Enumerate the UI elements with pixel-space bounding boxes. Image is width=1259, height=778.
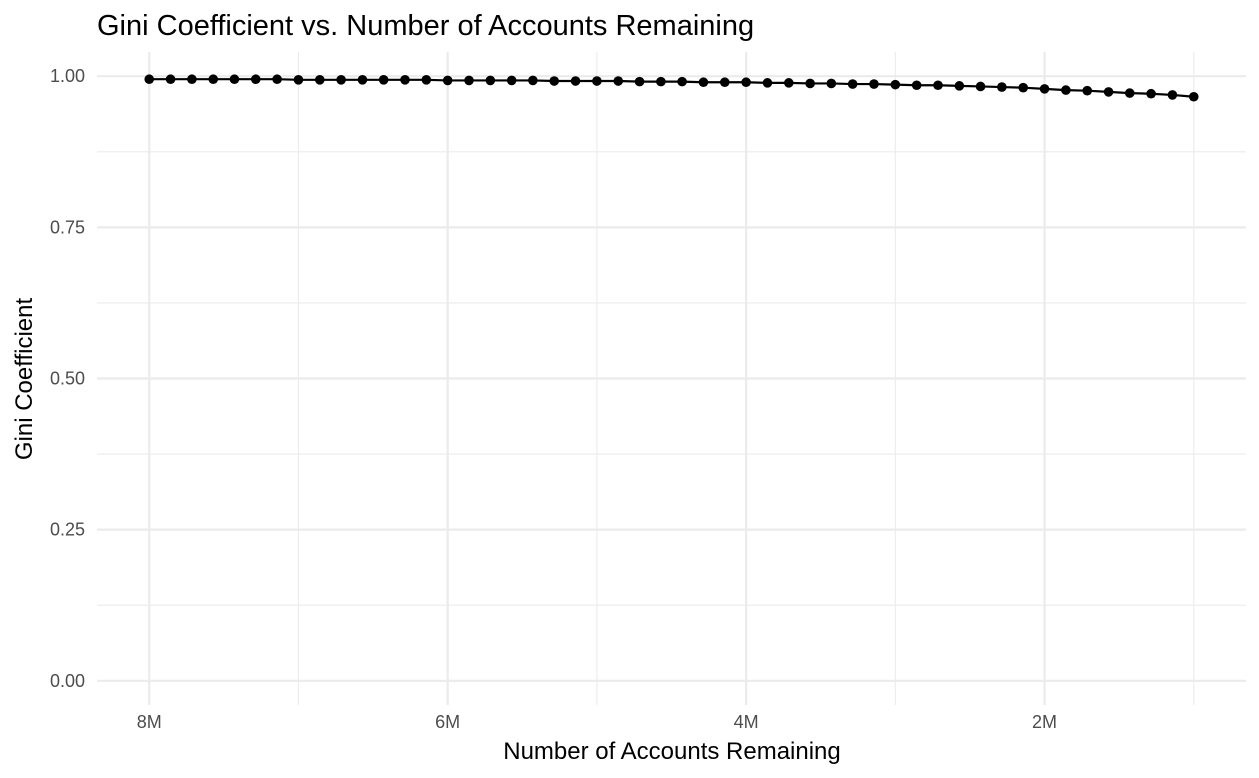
data-point [741,77,751,88]
data-point [954,81,965,91]
data-point [208,74,219,85]
y-tick-label: 0.25 [50,520,85,540]
data-point [1039,84,1050,94]
y-tick-label: 0.00 [50,671,85,691]
data-point [1018,82,1029,93]
x-tick-label: 4M [734,712,759,732]
data-point [357,75,368,85]
data-point [442,75,453,86]
data-point [613,76,624,86]
x-axis-title: Number of Accounts Remaining [503,738,841,765]
data-point [187,74,197,85]
data-point [165,74,176,85]
data-point [1103,87,1114,97]
y-tick-label: 1.00 [50,66,85,86]
data-point [890,79,901,90]
x-tick-label: 8M [137,712,162,732]
data-point [847,79,858,89]
y-axis-tick-labels: 0.00 0.25 0.50 0.75 1.00 [50,66,85,691]
data-point [719,77,730,88]
data-point [1061,85,1071,95]
series-line [149,78,1194,98]
data-point [975,81,986,92]
data-point [997,82,1007,92]
data-point [911,80,922,91]
series-layer [144,74,1199,102]
data-point [549,76,560,86]
data-point [293,75,304,85]
data-point [336,75,346,85]
data-point [378,75,389,85]
x-tick-label: 2M [1032,712,1057,732]
x-tick-label: 6M [435,712,460,732]
data-point [250,74,261,85]
data-point [592,76,602,86]
data-point [485,75,496,86]
data-point [826,78,837,89]
data-point [1146,88,1156,99]
data-point [570,76,581,86]
data-point [634,76,645,87]
data-point [1082,85,1093,96]
data-point [144,74,155,85]
y-tick-label: 0.50 [50,369,85,389]
data-point [783,78,794,88]
data-point [464,75,474,86]
data-point [933,80,943,91]
data-point [805,78,815,89]
data-point [314,75,325,85]
grid [97,52,1246,705]
chart-title: Gini Coefficient vs. Number of Accounts … [97,10,754,42]
data-point [506,75,517,86]
data-point [528,75,538,86]
data-point [421,75,432,85]
data-point [762,78,773,88]
data-point [1124,88,1135,98]
data-point [400,75,410,85]
data-point [1167,90,1178,100]
y-axis-title: Gini Coefficient [11,298,38,461]
data-point [229,74,240,85]
y-tick-label: 0.75 [50,217,85,237]
data-point [698,77,709,88]
x-axis-tick-labels: 8M 6M 4M 2M [137,712,1057,732]
data-point [272,74,282,85]
data-point [677,76,687,87]
data-point [1188,91,1199,102]
data-point [869,79,879,89]
data-point [656,76,666,87]
